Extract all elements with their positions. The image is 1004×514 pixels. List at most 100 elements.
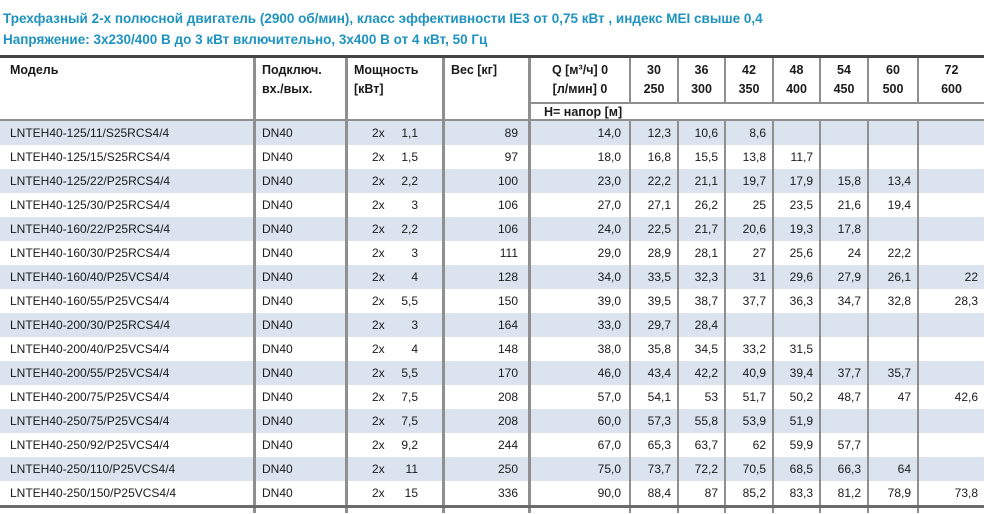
head-value-cell — [917, 508, 984, 513]
weight-cell: 150 — [442, 289, 528, 313]
head-value-cell: 51,7 — [724, 385, 772, 409]
head-value-cell — [819, 145, 867, 169]
connection-cell: DN40 — [253, 121, 345, 145]
head-at-q0-cell: 33,0 — [528, 313, 629, 337]
connection-cell: DN40 — [253, 361, 345, 385]
model-cell: LNTEH40-250/150/P25VCS4/4 — [10, 486, 177, 500]
head-value-cell: 11,7 — [772, 145, 819, 169]
connection-cell: DN40 — [253, 409, 345, 433]
power-prefix: 2x — [372, 366, 385, 380]
power-value: 3 — [411, 246, 418, 260]
head-value-cell: 31,5 — [772, 337, 819, 361]
table-row: LNTEH40-160/40/P25VCS4/4 DN40 2x 4 128 3… — [0, 265, 984, 289]
head-value-cell: 54,1 — [629, 385, 677, 409]
head-value-cell: 65,3 — [629, 433, 677, 457]
table-row — [0, 508, 984, 513]
head-value-cell: 63,7 — [677, 433, 724, 457]
table-row: LNTEH40-160/55/P25VCS4/4 DN40 2x 5,5 150… — [0, 289, 984, 313]
head-value-cell — [724, 313, 772, 337]
head-value-cell — [917, 433, 984, 457]
flow-lmin-value: 350 — [738, 82, 760, 96]
head-value-cell: 55,8 — [677, 409, 724, 433]
table-body: LNTEH40-125/11/S25RCS4/4 DN40 2x 1,1 89 … — [0, 121, 984, 508]
head-at-q0-cell: 24,0 — [528, 217, 629, 241]
table-row: LNTEH40-200/55/P25VCS4/4 DN40 2x 5,5 170… — [0, 361, 984, 385]
head-at-q0-cell: 46,0 — [528, 361, 629, 385]
head-value-cell: 47 — [867, 385, 917, 409]
head-value-cell: 25 — [724, 193, 772, 217]
head-value-cell — [819, 337, 867, 361]
head-at-q0-cell: 38,0 — [528, 337, 629, 361]
weight-cell: 244 — [442, 433, 528, 457]
head-value-cell: 10,6 — [677, 121, 724, 145]
table-row: LNTEH40-125/30/P25RCS4/4 DN40 2x 3 106 2… — [0, 193, 984, 217]
model-cell: LNTEH40-200/55/P25VCS4/4 — [10, 366, 170, 380]
head-value-cell: 33,5 — [629, 265, 677, 289]
head-value-cell: 15,8 — [819, 169, 867, 193]
power-value: 15 — [404, 486, 418, 500]
head-value-cell: 39,4 — [772, 361, 819, 385]
head-at-q0-cell: 57,0 — [528, 385, 629, 409]
flow-m3h-value: 60 — [886, 63, 900, 77]
weight-cell: 106 — [442, 193, 528, 217]
head-value-cell — [917, 313, 984, 337]
power-cell: 2x 1,5 — [345, 145, 442, 169]
flow-lmin-value: 400 — [786, 82, 807, 96]
power-value: 7,5 — [401, 414, 418, 428]
connection-cell: DN40 — [253, 385, 345, 409]
power-prefix: 2x — [372, 174, 385, 188]
connection-cell: DN40 — [253, 337, 345, 361]
model-cell: LNTEH40-125/15/S25RCS4/4 — [10, 150, 171, 164]
weight-cell: 100 — [442, 169, 528, 193]
table-row: LNTEH40-125/11/S25RCS4/4 DN40 2x 1,1 89 … — [0, 121, 984, 145]
weight-cell: 106 — [442, 217, 528, 241]
model-cell: LNTEH40-125/30/P25RCS4/4 — [10, 198, 171, 212]
head-value-cell: 83,3 — [772, 481, 819, 505]
weight-cell: 336 — [442, 481, 528, 505]
head-value-cell — [819, 508, 867, 513]
flow-lmin-value: 450 — [833, 82, 855, 96]
head-value-cell: 21,7 — [677, 217, 724, 241]
weight-cell: 111 — [442, 241, 528, 265]
table-row: LNTEH40-125/15/S25RCS4/4 DN40 2x 1,5 97 … — [0, 145, 984, 169]
head-value-cell: 40,9 — [724, 361, 772, 385]
col-header-power-line1: Мощность — [354, 63, 419, 77]
head-value-cell — [917, 145, 984, 169]
head-at-q0-cell: 29,0 — [528, 241, 629, 265]
title-voltage-spec: Напряжение: 3x230/400 В до 3 кВт включит… — [3, 32, 488, 47]
head-value-cell — [677, 508, 724, 513]
head-value-cell: 43,4 — [629, 361, 677, 385]
weight-cell: 89 — [442, 121, 528, 145]
flow-m3h-value: 30 — [647, 63, 661, 77]
title-motor-spec: Трехфазный 2-х полюсной двигатель (2900 … — [3, 11, 763, 26]
table-row: LNTEH40-200/40/P25VCS4/4 DN40 2x 4 148 3… — [0, 337, 984, 361]
power-prefix: 2x — [372, 342, 385, 356]
head-value-cell: 42,2 — [677, 361, 724, 385]
head-value-cell: 62 — [724, 433, 772, 457]
head-value-cell: 16,8 — [629, 145, 677, 169]
power-prefix: 2x — [372, 270, 385, 284]
power-value: 2,2 — [401, 174, 418, 188]
flow-m3h-value: 42 — [742, 63, 756, 77]
connection-cell: DN40 — [253, 289, 345, 313]
col-header-connection-line2: вх./вых. — [262, 82, 313, 96]
head-at-q0-cell: 18,0 — [528, 145, 629, 169]
head-value-cell — [917, 193, 984, 217]
col-header-q-lmin: [л/мин] 0 — [552, 82, 608, 96]
head-value-cell: 85,2 — [724, 481, 772, 505]
head-at-q0-cell: 27,0 — [528, 193, 629, 217]
head-value-cell — [917, 169, 984, 193]
connection-cell: DN40 — [253, 457, 345, 481]
head-value-cell: 72,2 — [677, 457, 724, 481]
power-value: 7,5 — [401, 390, 418, 404]
head-value-cell — [867, 217, 917, 241]
head-value-cell: 12,3 — [629, 121, 677, 145]
weight-cell: 208 — [442, 409, 528, 433]
power-prefix: 2x — [372, 462, 385, 476]
power-cell: 2x 15 — [345, 481, 442, 505]
head-value-cell: 81,2 — [819, 481, 867, 505]
table-row: LNTEH40-200/30/P25RCS4/4 DN40 2x 3 164 3… — [0, 313, 984, 337]
connection-cell — [253, 508, 345, 513]
power-prefix: 2x — [372, 198, 385, 212]
